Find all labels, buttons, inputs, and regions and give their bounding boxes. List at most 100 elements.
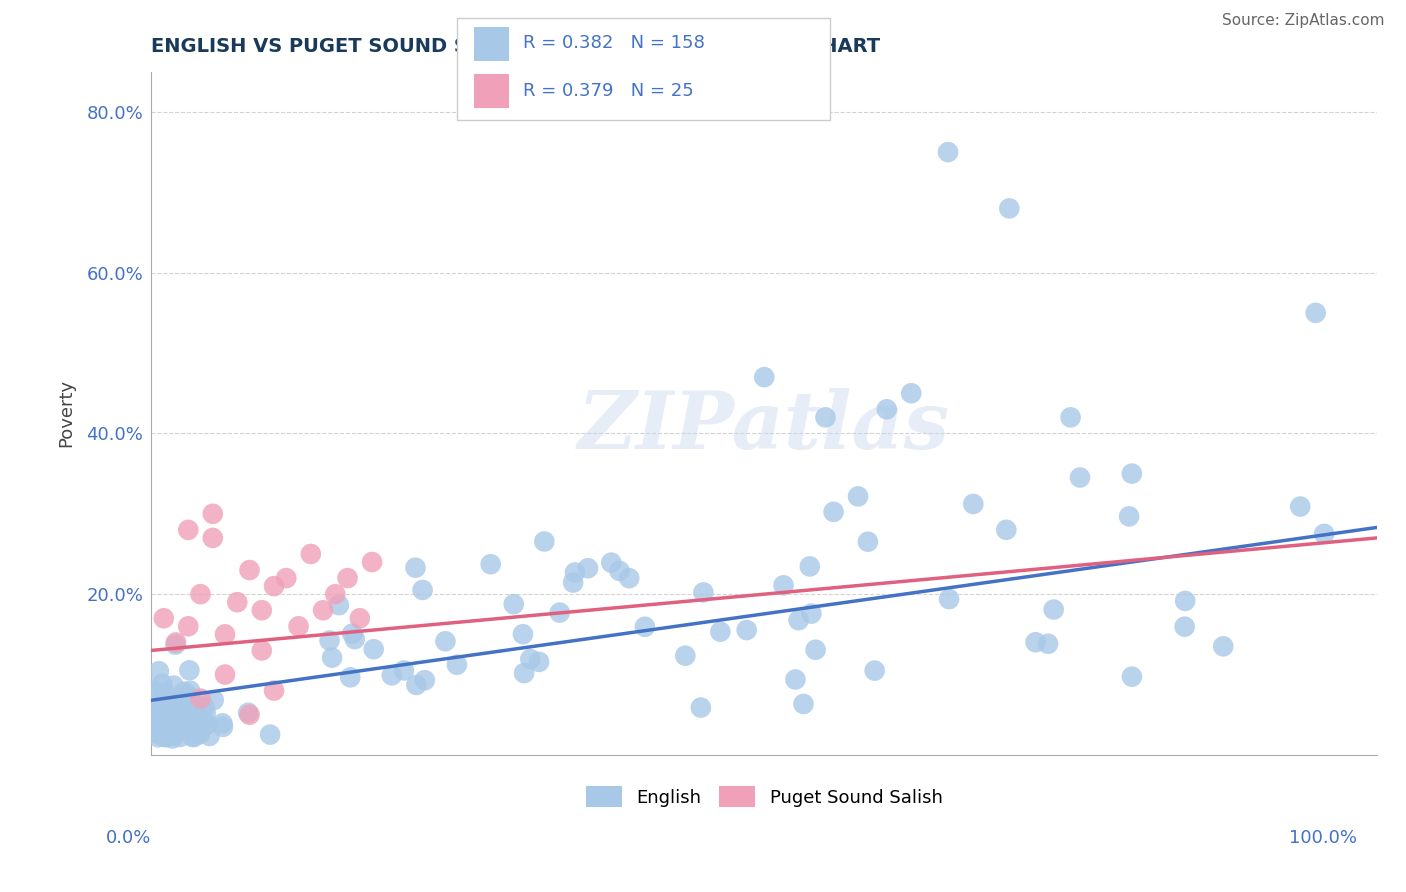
Point bbox=[263, 683, 285, 698]
Point bbox=[170, 707, 193, 722]
Point bbox=[343, 632, 366, 647]
Point bbox=[176, 688, 198, 702]
Point bbox=[238, 707, 260, 722]
Point bbox=[1025, 635, 1047, 649]
Point bbox=[792, 697, 814, 711]
Point bbox=[619, 571, 641, 585]
Point bbox=[1121, 670, 1143, 684]
Point bbox=[156, 694, 179, 708]
Point bbox=[785, 673, 807, 687]
Point bbox=[179, 683, 201, 698]
Point bbox=[177, 619, 200, 633]
Point bbox=[226, 595, 249, 609]
Point bbox=[177, 523, 200, 537]
Point bbox=[165, 638, 187, 652]
Point bbox=[183, 730, 205, 744]
Point bbox=[548, 606, 571, 620]
Point bbox=[173, 703, 195, 717]
Point bbox=[772, 578, 794, 592]
Point bbox=[150, 676, 173, 690]
Point bbox=[150, 722, 173, 736]
Point bbox=[998, 202, 1021, 216]
Point bbox=[799, 559, 821, 574]
Point bbox=[381, 668, 404, 682]
Point bbox=[804, 642, 827, 657]
Point bbox=[318, 633, 340, 648]
Point bbox=[148, 685, 170, 699]
Point bbox=[173, 720, 195, 734]
Point bbox=[180, 721, 202, 735]
Point bbox=[689, 700, 711, 714]
Text: 100.0%: 100.0% bbox=[1289, 829, 1357, 847]
Point bbox=[160, 714, 183, 729]
Point bbox=[162, 679, 184, 693]
Text: Source: ZipAtlas.com: Source: ZipAtlas.com bbox=[1222, 13, 1385, 29]
Point bbox=[1174, 620, 1197, 634]
Point bbox=[143, 710, 166, 724]
Point bbox=[167, 723, 190, 738]
Point bbox=[214, 627, 236, 641]
Point bbox=[342, 626, 364, 640]
Point bbox=[141, 717, 163, 731]
Point bbox=[900, 386, 922, 401]
Point bbox=[190, 587, 212, 601]
Point bbox=[405, 560, 427, 574]
Legend: English, Puget Sound Salish: English, Puget Sound Salish bbox=[578, 779, 950, 814]
Point bbox=[159, 726, 181, 740]
Point bbox=[212, 720, 235, 734]
Point bbox=[186, 714, 208, 729]
Point bbox=[519, 652, 541, 666]
Point bbox=[152, 696, 174, 710]
Point bbox=[1042, 602, 1064, 616]
Point bbox=[361, 555, 384, 569]
Point bbox=[149, 702, 172, 716]
Text: 0.0%: 0.0% bbox=[105, 829, 150, 847]
Point bbox=[709, 624, 731, 639]
Point bbox=[413, 673, 436, 688]
Point bbox=[735, 623, 758, 637]
Point bbox=[152, 722, 174, 736]
Point bbox=[155, 730, 177, 744]
Point bbox=[155, 710, 177, 724]
Point bbox=[259, 728, 281, 742]
Point bbox=[162, 727, 184, 741]
Point bbox=[1305, 306, 1327, 320]
Point bbox=[141, 703, 163, 717]
Point bbox=[754, 370, 776, 384]
Point bbox=[157, 722, 180, 736]
Point bbox=[141, 724, 163, 739]
Point bbox=[412, 582, 434, 597]
Point bbox=[876, 402, 898, 417]
Point bbox=[148, 718, 170, 732]
Point bbox=[157, 705, 180, 719]
Point bbox=[823, 505, 845, 519]
Point bbox=[600, 556, 623, 570]
Point bbox=[938, 592, 960, 607]
Point bbox=[299, 547, 322, 561]
Point bbox=[1289, 500, 1312, 514]
Point bbox=[527, 655, 550, 669]
Point bbox=[287, 619, 309, 633]
Point bbox=[145, 715, 167, 730]
Point bbox=[142, 707, 165, 722]
Point bbox=[143, 712, 166, 726]
Point bbox=[142, 711, 165, 725]
Point bbox=[149, 727, 172, 741]
Point bbox=[263, 579, 285, 593]
Point bbox=[150, 727, 173, 741]
Point bbox=[162, 731, 184, 746]
Point bbox=[162, 720, 184, 734]
Point bbox=[141, 682, 163, 697]
Point bbox=[184, 722, 207, 736]
Point bbox=[176, 721, 198, 735]
Point bbox=[392, 664, 415, 678]
Text: ZIPatlas: ZIPatlas bbox=[578, 388, 950, 466]
Point bbox=[564, 566, 586, 580]
Point bbox=[148, 725, 170, 739]
Point bbox=[814, 410, 837, 425]
Point bbox=[962, 497, 984, 511]
Point bbox=[312, 603, 335, 617]
Point bbox=[1069, 470, 1091, 484]
Point bbox=[155, 711, 177, 725]
Point bbox=[172, 721, 194, 735]
